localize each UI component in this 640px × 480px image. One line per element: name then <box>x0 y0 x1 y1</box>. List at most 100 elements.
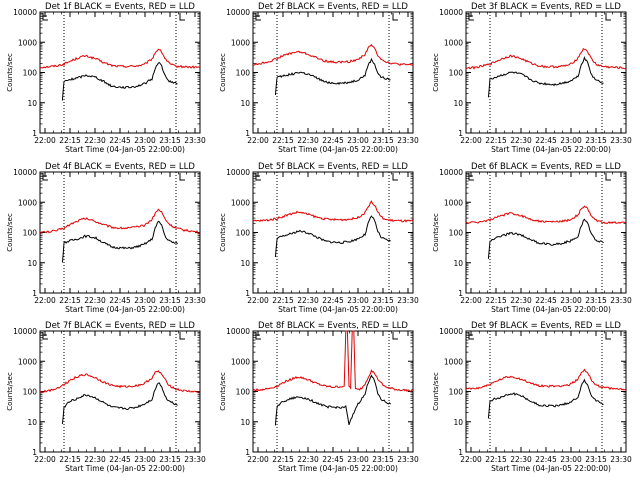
x-tick-label: 23:30 <box>184 296 206 305</box>
chart-panel: Det 5f BLACK = Events, RED = LLD 1 10 100 10… <box>219 162 419 314</box>
x-tick-label: 23:30 <box>397 136 419 145</box>
corner-mark <box>179 173 185 181</box>
corner-mark <box>255 13 261 21</box>
x-tick-label: 22:15 <box>485 136 507 145</box>
chart-panel: Det 6f BLACK = Events, RED = LLD 1 10 100 10… <box>432 162 632 314</box>
y-tick-label: 10 <box>240 418 250 427</box>
series-line-events <box>487 378 604 419</box>
chart-title: Det 8f BLACK = Events, RED = LLD <box>258 321 408 331</box>
x-axis-label: Start Time (04-Jan-05 22:00:00) <box>65 145 185 154</box>
corner-mark <box>392 173 398 181</box>
corner-mark <box>255 332 261 340</box>
y-tick-label: 10000 <box>226 8 250 17</box>
corner-mark <box>42 13 48 21</box>
y-tick-label: 1000 <box>18 198 37 207</box>
series-line-events <box>61 220 178 263</box>
corner-mark <box>605 173 611 181</box>
y-tick-label: 100 <box>236 388 251 397</box>
y-tick-label: 10000 <box>226 168 250 177</box>
x-tick-label: 23:00 <box>347 296 369 305</box>
x-tick-label: 22:00 <box>460 136 482 145</box>
chart-title: Det 1f BLACK = Events, RED = LLD <box>45 2 195 12</box>
chart-title: Det 2f BLACK = Events, RED = LLD <box>258 2 408 12</box>
x-tick-label: 22:45 <box>109 296 131 305</box>
x-tick-label: 23:00 <box>134 136 156 145</box>
series-line-events <box>61 382 178 425</box>
x-tick-label: 22:30 <box>510 136 532 145</box>
y-tick-label: 100 <box>236 69 251 78</box>
x-tick-label: 22:15 <box>485 455 507 464</box>
y-tick-label: 1 <box>245 129 250 138</box>
x-tick-label: 22:00 <box>34 296 56 305</box>
x-axis-label: Start Time (04-Jan-05 22:00:00) <box>491 305 611 314</box>
corner-mark <box>392 13 398 21</box>
series-line-events <box>487 55 604 98</box>
y-tick-label: 1 <box>32 129 37 138</box>
y-tick-label: 100 <box>23 388 38 397</box>
x-tick-label: 22:00 <box>247 296 269 305</box>
chart-title: Det 3f BLACK = Events, RED = LLD <box>471 2 621 12</box>
y-tick-label: 10 <box>27 99 37 108</box>
x-tick-label: 22:45 <box>109 455 131 464</box>
x-tick-label: 23:30 <box>610 136 632 145</box>
x-axis-label: Start Time (04-Jan-05 22:00:00) <box>278 464 398 473</box>
x-axis-label: Start Time (04-Jan-05 22:00:00) <box>278 305 398 314</box>
x-tick-label: 22:45 <box>535 136 557 145</box>
x-tick-label: 23:15 <box>585 296 607 305</box>
x-tick-label: 22:30 <box>297 296 319 305</box>
x-tick-label: 22:00 <box>34 136 56 145</box>
y-tick-label: 100 <box>23 229 38 238</box>
x-tick-label: 22:30 <box>84 136 106 145</box>
x-tick-label: 22:45 <box>322 296 344 305</box>
x-tick-label: 23:30 <box>610 296 632 305</box>
x-tick-label: 22:15 <box>272 136 294 145</box>
y-tick-label: 10 <box>27 259 37 268</box>
x-tick-label: 23:15 <box>159 296 181 305</box>
x-tick-label: 22:30 <box>84 296 106 305</box>
x-tick-label: 22:00 <box>247 455 269 464</box>
series-line-lld <box>39 48 200 69</box>
x-tick-label: 22:30 <box>510 455 532 464</box>
y-tick-label: 10 <box>453 259 463 268</box>
chart-panel: Det 4f BLACK = Events, RED = LLD 1 10 100 10… <box>6 162 206 314</box>
x-tick-label: 22:00 <box>460 296 482 305</box>
y-tick-label: 1000 <box>444 357 463 366</box>
x-tick-label: 22:45 <box>535 296 557 305</box>
y-axis-label: Counts/sec <box>6 372 14 411</box>
chart-title: Det 5f BLACK = Events, RED = LLD <box>258 162 408 172</box>
y-axis-label: Counts/sec <box>219 372 227 411</box>
y-tick-label: 1 <box>458 129 463 138</box>
series-line-events <box>487 218 604 259</box>
x-axis-label: Start Time (04-Jan-05 22:00:00) <box>65 464 185 473</box>
x-tick-label: 22:15 <box>59 455 81 464</box>
x-axis-label: Start Time (04-Jan-05 22:00:00) <box>278 145 398 154</box>
y-tick-label: 1 <box>32 448 37 457</box>
y-tick-label: 100 <box>236 229 251 238</box>
y-tick-label: 1 <box>245 448 250 457</box>
corner-mark <box>42 332 48 340</box>
x-tick-label: 22:00 <box>34 455 56 464</box>
chart-panel: Det 9f BLACK = Events, RED = LLD 1 10 100 10… <box>432 321 632 473</box>
x-tick-label: 23:00 <box>560 455 582 464</box>
x-tick-label: 23:00 <box>347 136 369 145</box>
y-axis-label: Counts/sec <box>6 213 14 252</box>
y-tick-label: 1000 <box>444 38 463 47</box>
y-tick-label: 1000 <box>444 198 463 207</box>
series-line-lld <box>39 208 201 234</box>
y-tick-label: 10 <box>27 418 37 427</box>
chart-panel: Det 3f BLACK = Events, RED = LLD 1 10 100 10… <box>432 2 632 154</box>
x-tick-label: 22:15 <box>272 455 294 464</box>
y-tick-label: 10000 <box>13 8 37 17</box>
corner-mark <box>468 13 474 21</box>
x-tick-label: 23:00 <box>134 455 156 464</box>
series-line-events <box>274 374 391 426</box>
x-tick-label: 23:00 <box>560 136 582 145</box>
x-tick-label: 22:15 <box>59 296 81 305</box>
chart-panel: Det 7f BLACK = Events, RED = LLD 1 10 100 10… <box>6 321 206 473</box>
x-tick-label: 23:30 <box>184 455 206 464</box>
x-tick-label: 22:30 <box>297 136 319 145</box>
y-tick-label: 1000 <box>18 38 37 47</box>
series-line-lld <box>252 43 414 67</box>
y-tick-label: 1000 <box>231 198 250 207</box>
x-tick-label: 22:15 <box>272 296 294 305</box>
